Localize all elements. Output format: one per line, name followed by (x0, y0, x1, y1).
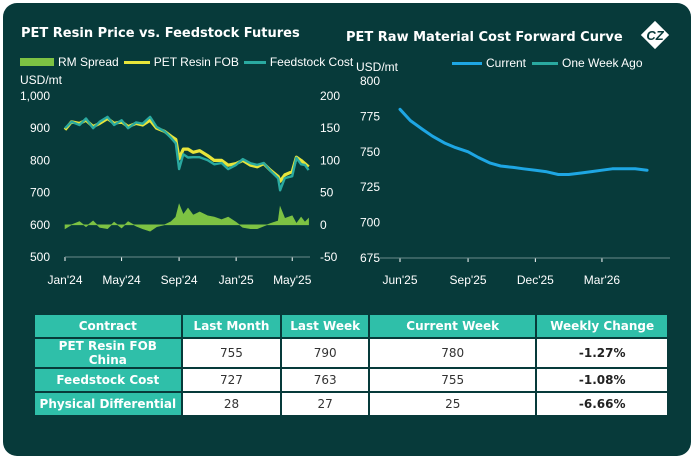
right-chart-y-tick-label: 800 (360, 74, 380, 88)
right-chart-x-tick-label: Mar'26 (584, 273, 621, 287)
right-chart-title: PET Raw Material Cost Forward Curve (346, 30, 623, 45)
right-chart-y-tick-label: 700 (360, 216, 380, 230)
cell-current-week: 755 (368, 367, 538, 393)
right-y-tick-label: 150 (320, 121, 340, 135)
cell-weekly-change: -1.08% (535, 367, 669, 393)
contract-table: Contract Last Month Last Week Current We… (33, 313, 669, 417)
legend-label-feedstock: Feedstock Cost (269, 55, 354, 69)
left-axis-unit: USD/mt (20, 73, 63, 87)
legend-label-rm-spread: RM Spread (58, 55, 119, 69)
header-last-week: Last Week (280, 313, 371, 339)
right-chart-y-tick-label: 725 (360, 180, 380, 194)
right-y-tick-label: 50 (320, 186, 334, 200)
cell-weekly-change: -1.27% (535, 337, 669, 369)
left-x-tick-label: May'25 (273, 273, 312, 287)
right-chart-y-tick-label: 775 (360, 109, 380, 123)
legend-label-current: Current (486, 56, 527, 70)
cell-weekly-change: -6.66% (535, 391, 669, 417)
rm-spread-area (64, 203, 309, 232)
legend-swatch-current (452, 61, 482, 65)
cell-last-week: 763 (280, 367, 371, 393)
cell-current-week: 25 (368, 391, 538, 417)
right-legend: Current One Week Ago (452, 56, 643, 70)
legend-label-week-ago: One Week Ago (562, 56, 643, 70)
right-y-tick-label: 200 (320, 89, 340, 103)
cell-last-week: 27 (280, 391, 371, 417)
right-axis-unit: USD/mt (356, 60, 399, 74)
row-label: PET Resin FOB China (33, 337, 183, 369)
row-label: Physical Differential (33, 391, 183, 417)
right-y-tick-label: -50 (320, 250, 338, 264)
legend-swatch-pet-resin (123, 60, 150, 64)
left-chart-title: PET Resin Price vs. Feedstock Futures (21, 26, 300, 41)
cell-last-week: 790 (280, 337, 371, 369)
left-x-tick-label: Sep'24 (161, 273, 198, 287)
table-row: Physical Differential 28 27 25 -6.66% (33, 391, 669, 417)
table-row: PET Resin FOB China 755 790 780 -1.27% (33, 337, 669, 369)
right-chart-y-tick-label: 750 (360, 145, 380, 159)
left-legend: RM Spread PET Resin FOB Feedstock Cost (20, 55, 353, 69)
left-x-tick-label: May'24 (102, 273, 141, 287)
left-y-tick-label: 1,000 (20, 89, 50, 103)
right-y-tick-label: 100 (320, 153, 340, 167)
cell-current-week: 780 (368, 337, 538, 369)
left-y-tick-label: 600 (30, 218, 50, 232)
current-forward-curve-line (398, 107, 649, 176)
row-label: Feedstock Cost (33, 367, 183, 393)
cell-last-month: 28 (180, 391, 283, 417)
right-y-tick-label: 0 (320, 218, 327, 232)
cz-logo: CZ (640, 20, 670, 50)
right-chart-x-tick-label: Sep'25 (450, 273, 487, 287)
legend-swatch-week-ago (532, 61, 559, 65)
left-y-tick-label: 800 (30, 153, 50, 167)
charts-svg: USD/mt USD/mt 500 600 700 800 900 1,000 -50 0 50… (20, 60, 670, 287)
legend-swatch-rm-spread (20, 58, 54, 66)
legend-swatch-feedstock (243, 60, 266, 64)
left-x-tick-label: Jan'25 (219, 273, 254, 287)
left-x-tick-label: Jan'24 (48, 273, 83, 287)
header-last-month: Last Month (180, 313, 283, 339)
left-y-tick-label: 700 (30, 186, 50, 200)
legend-label-pet-resin: PET Resin FOB (153, 55, 239, 69)
left-y-tick-label: 900 (30, 121, 50, 135)
header-current-week: Current Week (368, 313, 538, 339)
feedstock-cost-line (64, 115, 310, 192)
header-weekly-change: Weekly Change (535, 313, 669, 339)
cell-last-month: 727 (180, 367, 283, 393)
logo-text: CZ (646, 28, 664, 43)
right-chart-x-tick-label: Dec'25 (517, 273, 554, 287)
cell-last-month: 755 (180, 337, 283, 369)
header-contract: Contract (33, 313, 183, 339)
left-y-tick-label: 500 (30, 250, 50, 264)
right-chart-y-tick-label: 675 (360, 251, 380, 265)
table-header-row: Contract Last Month Last Week Current We… (33, 313, 669, 339)
table-row: Feedstock Cost 727 763 755 -1.08% (33, 367, 669, 393)
right-chart-x-tick-label: Jun'25 (383, 273, 418, 287)
